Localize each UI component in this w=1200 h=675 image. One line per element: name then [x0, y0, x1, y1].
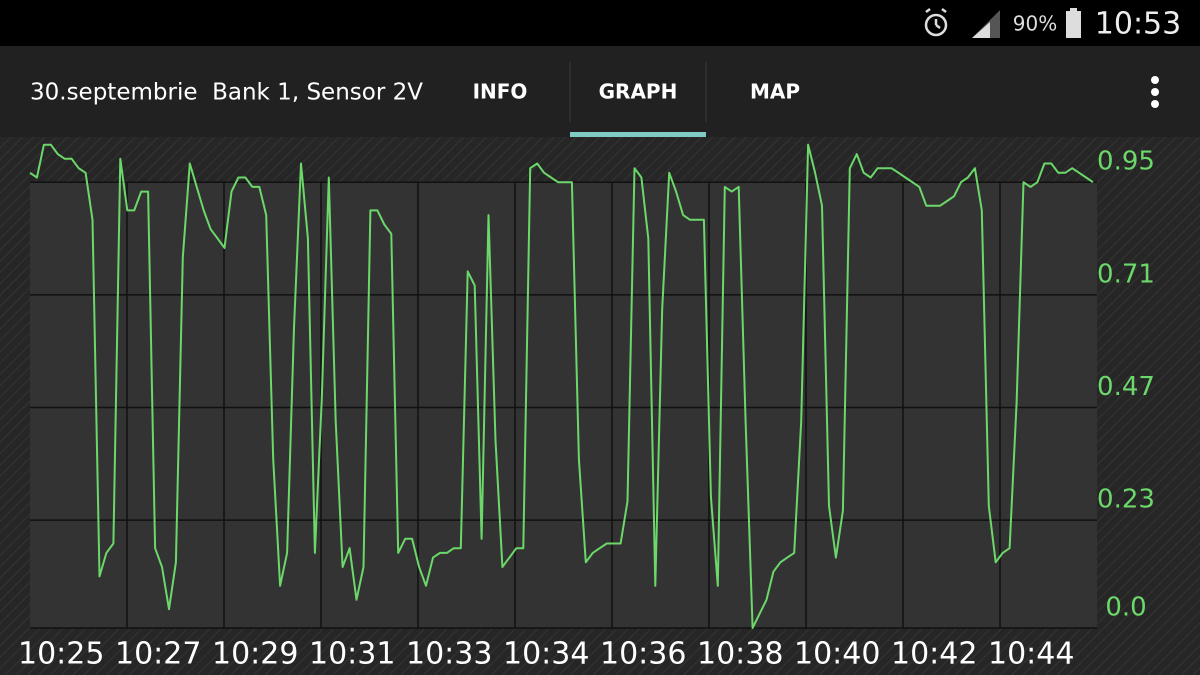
tab[interactable]: INFO: [473, 80, 528, 104]
x-tick-label: 10:33: [406, 637, 492, 672]
x-tick-label: 10:44: [988, 637, 1074, 672]
plot-area: [30, 182, 1097, 628]
y-tick-label: 0.95: [1097, 147, 1155, 177]
x-tick-label: 10:36: [600, 637, 686, 672]
signal-icon: [972, 10, 1000, 38]
battery-percent: 90%: [1013, 12, 1057, 36]
x-tick-label: 10:38: [697, 637, 783, 672]
tab[interactable]: MAP: [750, 80, 800, 104]
overflow-menu[interactable]: [1151, 76, 1159, 108]
y-tick-label: 0.0: [1105, 593, 1146, 623]
x-tick-label: 10:25: [18, 637, 104, 672]
x-tick-label: 10:31: [309, 637, 395, 672]
x-tick-label: 10:34: [503, 637, 589, 672]
y-tick-label: 0.71: [1097, 259, 1155, 289]
chart: 10:25 10:27 10:29 10:31 10:33 10:34 10:36 10:38…: [18, 143, 1155, 672]
data-line: [29, 143, 1094, 629]
y-tick-label: 0.47: [1097, 372, 1155, 402]
y-tick-label: 0.23: [1097, 485, 1155, 515]
clock: 10:53: [1095, 7, 1181, 42]
signal-level: [972, 22, 990, 38]
battery-tip: [1070, 8, 1077, 12]
toolbar-title: 30.septembrie Bank 1, Sensor 2V: [30, 80, 423, 106]
battery-icon: [1066, 11, 1081, 38]
toolbar: [0, 46, 1200, 137]
x-tick-label: 10:40: [794, 637, 880, 672]
x-tick-label: 10:29: [212, 637, 298, 672]
x-tick-label: 10:42: [891, 637, 977, 672]
tab[interactable]: GRAPH: [599, 80, 678, 104]
tab-indicator: [570, 132, 706, 137]
alarm-icon: [924, 8, 948, 37]
x-tick-label: 10:27: [115, 637, 201, 672]
